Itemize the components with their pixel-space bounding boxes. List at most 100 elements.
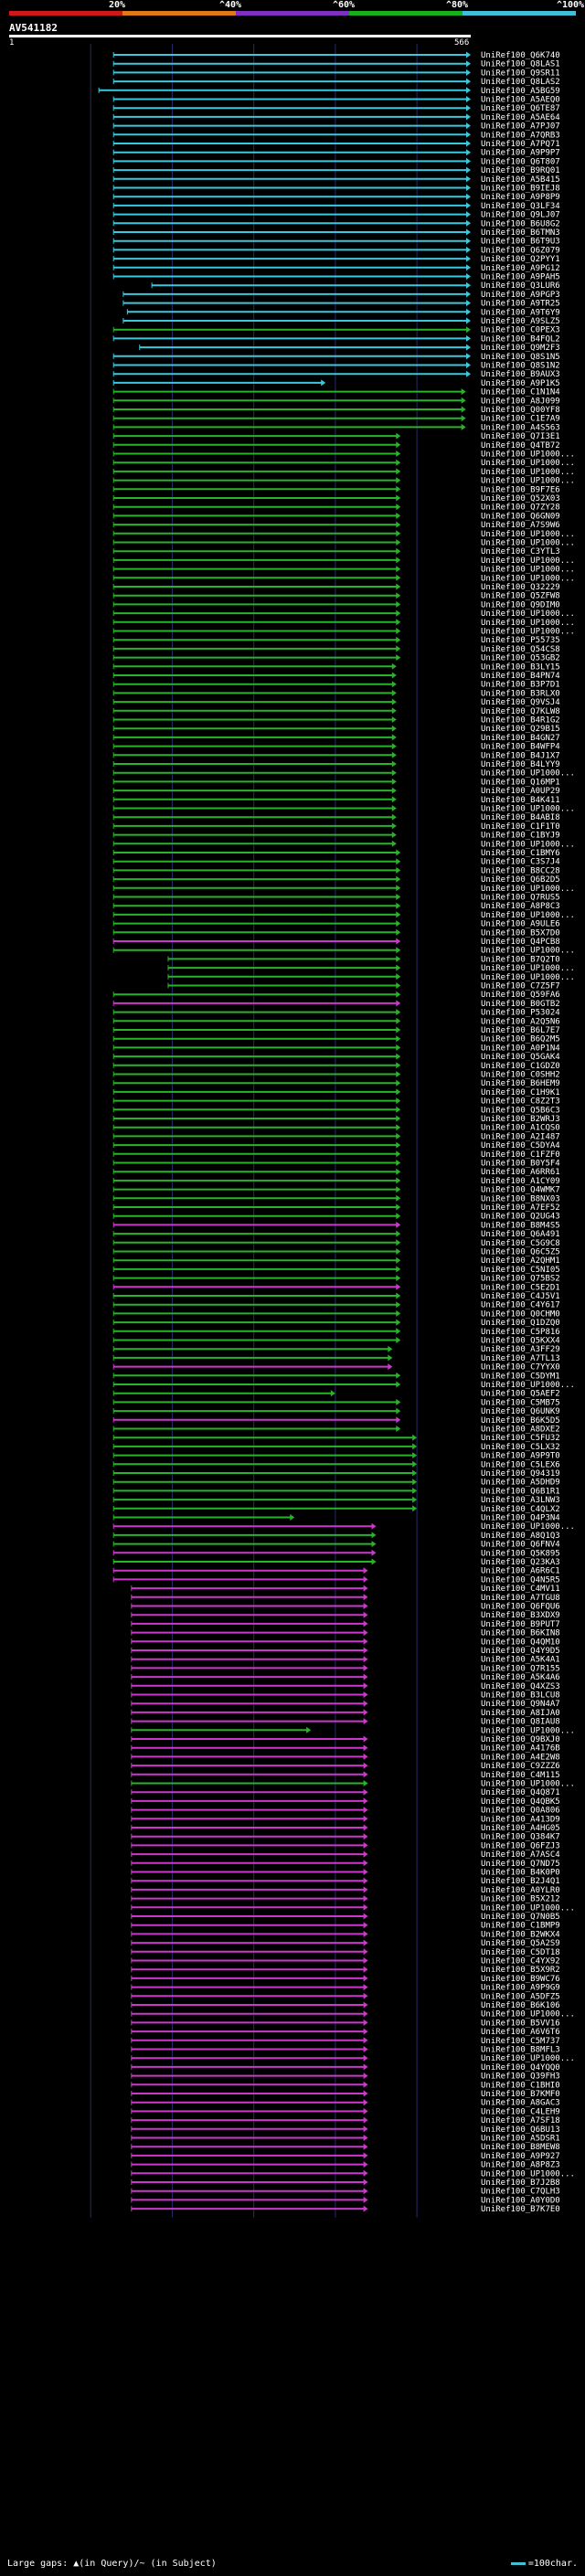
hit-label[interactable]: UniRef100_B3P7D1 (481, 681, 560, 690)
hit-label[interactable]: UniRef100_Q7I3E1 (481, 432, 560, 441)
hit-label[interactable]: UniRef100_Q1DZQ0 (481, 1319, 560, 1328)
hit-label[interactable]: UniRef100_C1GDZ0 (481, 1062, 560, 1071)
hit-label[interactable]: UniRef100_C5LX32 (481, 1443, 560, 1452)
hit-label[interactable]: UniRef100_B3LCU8 (481, 1691, 560, 1701)
hit-label[interactable]: UniRef100_B6KIN8 (481, 1629, 560, 1638)
hit-label[interactable]: UniRef100_A3FF29 (481, 1345, 560, 1354)
hit-label[interactable]: UniRef100_C1BHI0 (481, 2081, 560, 2090)
hit-label[interactable]: UniRef100_B9F7E6 (481, 485, 560, 494)
hit-label[interactable]: UniRef100_Q2PYY1 (481, 255, 560, 264)
hit-label[interactable]: UniRef100_A2Q5N6 (481, 1017, 560, 1026)
hit-label[interactable]: UniRef100_B6K5D5 (481, 1416, 560, 1426)
hit-label[interactable]: UniRef100_Q7ZY28 (481, 504, 560, 513)
hit-label[interactable]: UniRef100_Q39FH3 (481, 2072, 560, 2082)
hit-label[interactable]: UniRef100_C1F1T0 (481, 822, 560, 832)
hit-label[interactable]: UniRef100_B5X7D0 (481, 928, 560, 938)
hit-label[interactable]: UniRef100_A2QHM1 (481, 1256, 560, 1266)
hit-label[interactable]: UniRef100_A3LNW3 (481, 1496, 560, 1505)
hit-label[interactable]: UniRef100_Q0CHM0 (481, 1309, 560, 1319)
hit-label[interactable]: UniRef100_Q52X03 (481, 494, 560, 504)
hit-label[interactable]: UniRef100_Q75BS2 (481, 1275, 560, 1284)
hit-label[interactable]: UniRef100_B4J1X7 (481, 751, 560, 760)
hit-label[interactable]: UniRef100_A9TR25 (481, 300, 560, 309)
hit-label[interactable]: UniRef100_UP1000... (481, 885, 575, 894)
hit-label[interactable]: UniRef100_UP1000... (481, 840, 575, 849)
hit-label[interactable]: UniRef100_UP1000... (481, 1903, 575, 1913)
hit-label[interactable]: UniRef100_Q3LUR6 (481, 281, 560, 291)
hit-label[interactable]: UniRef100_C9ZZZ6 (481, 1762, 560, 1771)
hit-label[interactable]: UniRef100_C4M115 (481, 1771, 560, 1780)
hit-label[interactable]: UniRef100_B7KMF0 (481, 2090, 560, 2099)
hit-label[interactable]: UniRef100_Q9BXJ0 (481, 1735, 560, 1744)
hit-label[interactable]: UniRef100_A6R6C1 (481, 1567, 560, 1576)
hit-label[interactable]: UniRef100_UP1000... (481, 628, 575, 637)
hit-label[interactable]: UniRef100_B6U8G2 (481, 219, 560, 228)
hit-label[interactable]: UniRef100_UP1000... (481, 477, 575, 486)
hit-label[interactable]: UniRef100_Q4QBK5 (481, 1797, 560, 1807)
hit-label[interactable]: UniRef100_Q23KA3 (481, 1558, 560, 1567)
hit-label[interactable]: UniRef100_A1CQS0 (481, 1124, 560, 1133)
hit-label[interactable]: UniRef100_C1N1N4 (481, 388, 560, 398)
hit-label[interactable]: UniRef100_C4J5V1 (481, 1292, 560, 1301)
hit-label[interactable]: UniRef100_C0SHH2 (481, 1071, 560, 1080)
hit-label[interactable]: UniRef100_Q5ZFW8 (481, 592, 560, 601)
hit-label[interactable]: UniRef100_C5P816 (481, 1328, 560, 1337)
hit-label[interactable]: UniRef100_Q5A2S9 (481, 1939, 560, 1948)
hit-label[interactable]: UniRef100_A4E2W8 (481, 1753, 560, 1762)
hit-label[interactable]: UniRef100_Q32229 (481, 583, 560, 592)
hit-label[interactable]: UniRef100_A0YLR0 (481, 1886, 560, 1895)
hit-label[interactable]: UniRef100_A0UP29 (481, 787, 560, 796)
hit-label[interactable]: UniRef100_Q6T807 (481, 157, 560, 166)
hit-label[interactable]: UniRef100_A8P8C3 (481, 902, 560, 911)
hit-label[interactable]: UniRef100_Q7ND75 (481, 1860, 560, 1869)
hit-label[interactable]: UniRef100_A5DHD9 (481, 1479, 560, 1488)
hit-label[interactable]: UniRef100_A9P9G9 (481, 1984, 560, 1993)
hit-label[interactable]: UniRef100_B9AUX3 (481, 370, 560, 379)
hit-label[interactable]: UniRef100_Q6FZJ3 (481, 1841, 560, 1850)
hit-label[interactable]: UniRef100_A7ASC4 (481, 1850, 560, 1860)
hit-label[interactable]: UniRef100_Q8IAU8 (481, 1718, 560, 1727)
hit-label[interactable]: UniRef100_A4S563 (481, 423, 560, 432)
hit-label[interactable]: UniRef100_A9PG12 (481, 264, 560, 273)
hit-label[interactable]: UniRef100_C1BMP9 (481, 1922, 560, 1931)
hit-label[interactable]: UniRef100_A5AE64 (481, 113, 560, 122)
hit-label[interactable]: UniRef100_Q6BU13 (481, 2125, 560, 2135)
hit-label[interactable]: UniRef100_UP1000... (481, 1381, 575, 1390)
hit-label[interactable]: UniRef100_A9PAH5 (481, 273, 560, 282)
hit-label[interactable]: UniRef100_C5DYM1 (481, 1372, 560, 1381)
hit-label[interactable]: UniRef100_UP1000... (481, 973, 575, 982)
hit-label[interactable]: UniRef100_A5AEQ0 (481, 96, 560, 105)
hit-label[interactable]: UniRef100_Q9SR11 (481, 69, 560, 78)
hit-label[interactable]: UniRef100_B5X212 (481, 1895, 560, 1904)
hit-label[interactable]: UniRef100_B7J2B8 (481, 2178, 560, 2188)
hit-label[interactable]: UniRef100_C4YX92 (481, 1957, 560, 1966)
hit-label[interactable]: UniRef100_UP1000... (481, 539, 575, 548)
hit-label[interactable]: UniRef100_B9WC76 (481, 1975, 560, 1984)
hit-label[interactable]: UniRef100_A8P8Z3 (481, 2161, 560, 2170)
hit-label[interactable]: UniRef100_A9P8P9 (481, 193, 560, 202)
hit-label[interactable]: UniRef100_UP1000... (481, 1522, 575, 1532)
hit-label[interactable]: UniRef100_P55735 (481, 636, 560, 645)
hit-label[interactable]: UniRef100_UP1000... (481, 911, 575, 920)
hit-label[interactable]: UniRef100_Q8LAS1 (481, 60, 560, 69)
hit-label[interactable]: UniRef100_A9PGP3 (481, 291, 560, 300)
hit-label[interactable]: UniRef100_UP1000... (481, 530, 575, 539)
hit-label[interactable]: UniRef100_Q6GN09 (481, 512, 560, 521)
hit-label[interactable]: UniRef100_UP1000... (481, 574, 575, 583)
hit-label[interactable]: UniRef100_C5MB75 (481, 1398, 560, 1407)
hit-label[interactable]: UniRef100_Q6FNV4 (481, 1541, 560, 1550)
hit-label[interactable]: UniRef100_B9IEJ8 (481, 185, 560, 194)
hit-label[interactable]: UniRef100_A5DFZ5 (481, 1992, 560, 2001)
hit-label[interactable]: UniRef100_A9P927 (481, 2152, 560, 2161)
hit-label[interactable]: UniRef100_C5LEX6 (481, 1460, 560, 1469)
hit-label[interactable]: UniRef100_B7K7E0 (481, 2205, 560, 2214)
hit-label[interactable]: UniRef100_Q9DIM0 (481, 600, 560, 610)
hit-label[interactable]: UniRef100_A7PJ07 (481, 122, 560, 132)
hit-label[interactable]: UniRef100_A6V6T6 (481, 2028, 560, 2037)
hit-label[interactable]: UniRef100_Q8S1N2 (481, 362, 560, 371)
hit-label[interactable]: UniRef100_A8GAC3 (481, 2099, 560, 2108)
hit-label[interactable]: UniRef100_A6RR61 (481, 1168, 560, 1177)
hit-label[interactable]: UniRef100_A2I487 (481, 1132, 560, 1141)
hit-label[interactable]: UniRef100_A1CY09 (481, 1177, 560, 1186)
hit-label[interactable]: UniRef100_Q6FQU6 (481, 1603, 560, 1612)
